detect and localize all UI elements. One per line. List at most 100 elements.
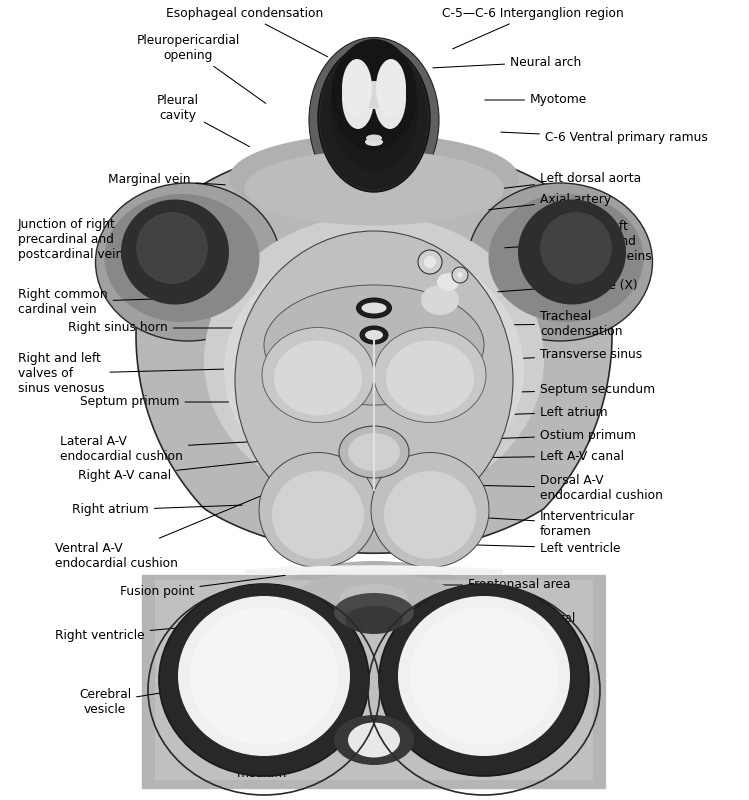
Ellipse shape: [540, 212, 612, 284]
Text: Transverse sinus: Transverse sinus: [489, 349, 642, 362]
Ellipse shape: [379, 584, 589, 776]
Ellipse shape: [259, 453, 377, 567]
Text: Pleuropericardial
opening: Pleuropericardial opening: [136, 34, 266, 103]
Text: Septum secundum: Septum secundum: [479, 383, 655, 397]
Text: Esophageal condensation: Esophageal condensation: [166, 7, 327, 57]
Circle shape: [424, 256, 436, 268]
Ellipse shape: [437, 273, 459, 291]
Text: C-6 Ventral primary ramus: C-6 Ventral primary ramus: [501, 131, 708, 145]
Ellipse shape: [398, 596, 570, 756]
Ellipse shape: [362, 302, 386, 314]
Ellipse shape: [360, 326, 388, 344]
Ellipse shape: [121, 199, 229, 305]
Text: Axial artery: Axial artery: [489, 194, 611, 210]
Ellipse shape: [348, 722, 400, 758]
Ellipse shape: [334, 593, 414, 631]
FancyBboxPatch shape: [142, 575, 605, 788]
Ellipse shape: [96, 183, 280, 341]
Text: Left dorsal aorta: Left dorsal aorta: [475, 171, 641, 192]
Text: Left ventricle: Left ventricle: [446, 542, 620, 554]
Text: C-5—C-6 Interganglion region: C-5—C-6 Interganglion region: [442, 7, 624, 49]
Ellipse shape: [467, 183, 652, 341]
Text: Vagus nerve (X): Vagus nerve (X): [498, 278, 637, 292]
Ellipse shape: [357, 298, 392, 318]
Ellipse shape: [365, 330, 383, 340]
Text: Left atrium: Left atrium: [471, 406, 607, 418]
Text: Left A-V canal: Left A-V canal: [465, 450, 624, 462]
Ellipse shape: [342, 67, 374, 129]
Ellipse shape: [360, 81, 388, 109]
Ellipse shape: [366, 134, 382, 142]
Ellipse shape: [229, 134, 519, 222]
Text: Tracheal
condensation: Tracheal condensation: [491, 310, 622, 338]
Text: Marginal vein: Marginal vein: [108, 174, 225, 186]
Text: Interventricular
foramen: Interventricular foramen: [459, 510, 635, 538]
Ellipse shape: [410, 607, 558, 745]
Ellipse shape: [105, 194, 259, 322]
Text: Ependymal
zone: Ependymal zone: [475, 665, 591, 693]
Ellipse shape: [235, 231, 513, 529]
Ellipse shape: [330, 53, 418, 171]
Text: Right common
cardinal vein: Right common cardinal vein: [18, 288, 182, 316]
Text: Junction of right
precardinal and
postcardinal veins: Junction of right precardinal and postca…: [18, 218, 179, 261]
Ellipse shape: [178, 596, 350, 756]
Text: Dorsal A-V
endocardial cushion: Dorsal A-V endocardial cushion: [461, 474, 663, 502]
Ellipse shape: [136, 212, 208, 284]
Ellipse shape: [374, 327, 486, 422]
Ellipse shape: [274, 341, 362, 415]
Text: Right atrium: Right atrium: [72, 503, 242, 517]
Ellipse shape: [334, 715, 414, 765]
Ellipse shape: [421, 285, 459, 315]
Ellipse shape: [345, 606, 403, 634]
Ellipse shape: [339, 426, 409, 478]
Text: Myotome: Myotome: [485, 94, 587, 106]
Ellipse shape: [340, 584, 408, 612]
Ellipse shape: [371, 453, 489, 567]
Text: Pleural
cavity: Pleural cavity: [157, 94, 249, 146]
Text: Septum primum: Septum primum: [80, 395, 277, 409]
Text: Neural arch: Neural arch: [433, 55, 581, 69]
Circle shape: [452, 267, 468, 283]
Circle shape: [418, 250, 442, 274]
Ellipse shape: [190, 607, 338, 745]
Ellipse shape: [284, 561, 464, 619]
Ellipse shape: [332, 39, 416, 151]
Text: Junction of left
precardinal and
postcardinal veins: Junction of left precardinal and postcar…: [505, 220, 652, 263]
Ellipse shape: [262, 327, 374, 422]
Circle shape: [457, 272, 463, 278]
Text: Right ventricle: Right ventricle: [55, 626, 207, 642]
Ellipse shape: [318, 44, 430, 192]
Text: Ostium primum: Ostium primum: [463, 429, 636, 442]
Text: Right sinus horn: Right sinus horn: [68, 322, 239, 334]
Text: Fusion point: Fusion point: [120, 575, 285, 598]
Text: Junction of lateral
and medial nasal
elevations: Junction of lateral and medial nasal ele…: [445, 612, 576, 655]
Text: Frontonasal area: Frontonasal area: [425, 578, 571, 591]
Ellipse shape: [244, 150, 504, 226]
Ellipse shape: [376, 59, 406, 117]
Polygon shape: [136, 143, 612, 554]
Text: Telencephalon
medium: Telencephalon medium: [218, 730, 316, 780]
Polygon shape: [142, 575, 605, 788]
Ellipse shape: [518, 199, 626, 305]
Text: Right A-V canal: Right A-V canal: [78, 458, 287, 482]
Text: Ventral A-V
endocardial cushion: Ventral A-V endocardial cushion: [55, 489, 277, 570]
Text: Cerebral
vesicle: Cerebral vesicle: [79, 682, 225, 716]
Text: Lateral A-V
endocardial cushion: Lateral A-V endocardial cushion: [60, 435, 279, 463]
Ellipse shape: [264, 285, 484, 405]
Ellipse shape: [204, 215, 544, 505]
Ellipse shape: [224, 242, 524, 498]
Ellipse shape: [342, 59, 372, 117]
Ellipse shape: [320, 46, 428, 190]
Ellipse shape: [348, 433, 400, 471]
Ellipse shape: [365, 138, 383, 146]
Ellipse shape: [159, 584, 369, 776]
Text: Lateral ventricle: Lateral ventricle: [443, 698, 578, 711]
Ellipse shape: [374, 67, 406, 129]
FancyBboxPatch shape: [155, 580, 593, 780]
Text: Right and left
valves of
sinus venosus: Right and left valves of sinus venosus: [18, 352, 262, 395]
Ellipse shape: [272, 471, 364, 559]
Ellipse shape: [309, 38, 439, 202]
Ellipse shape: [297, 573, 452, 618]
Ellipse shape: [488, 194, 643, 322]
Ellipse shape: [384, 471, 476, 559]
